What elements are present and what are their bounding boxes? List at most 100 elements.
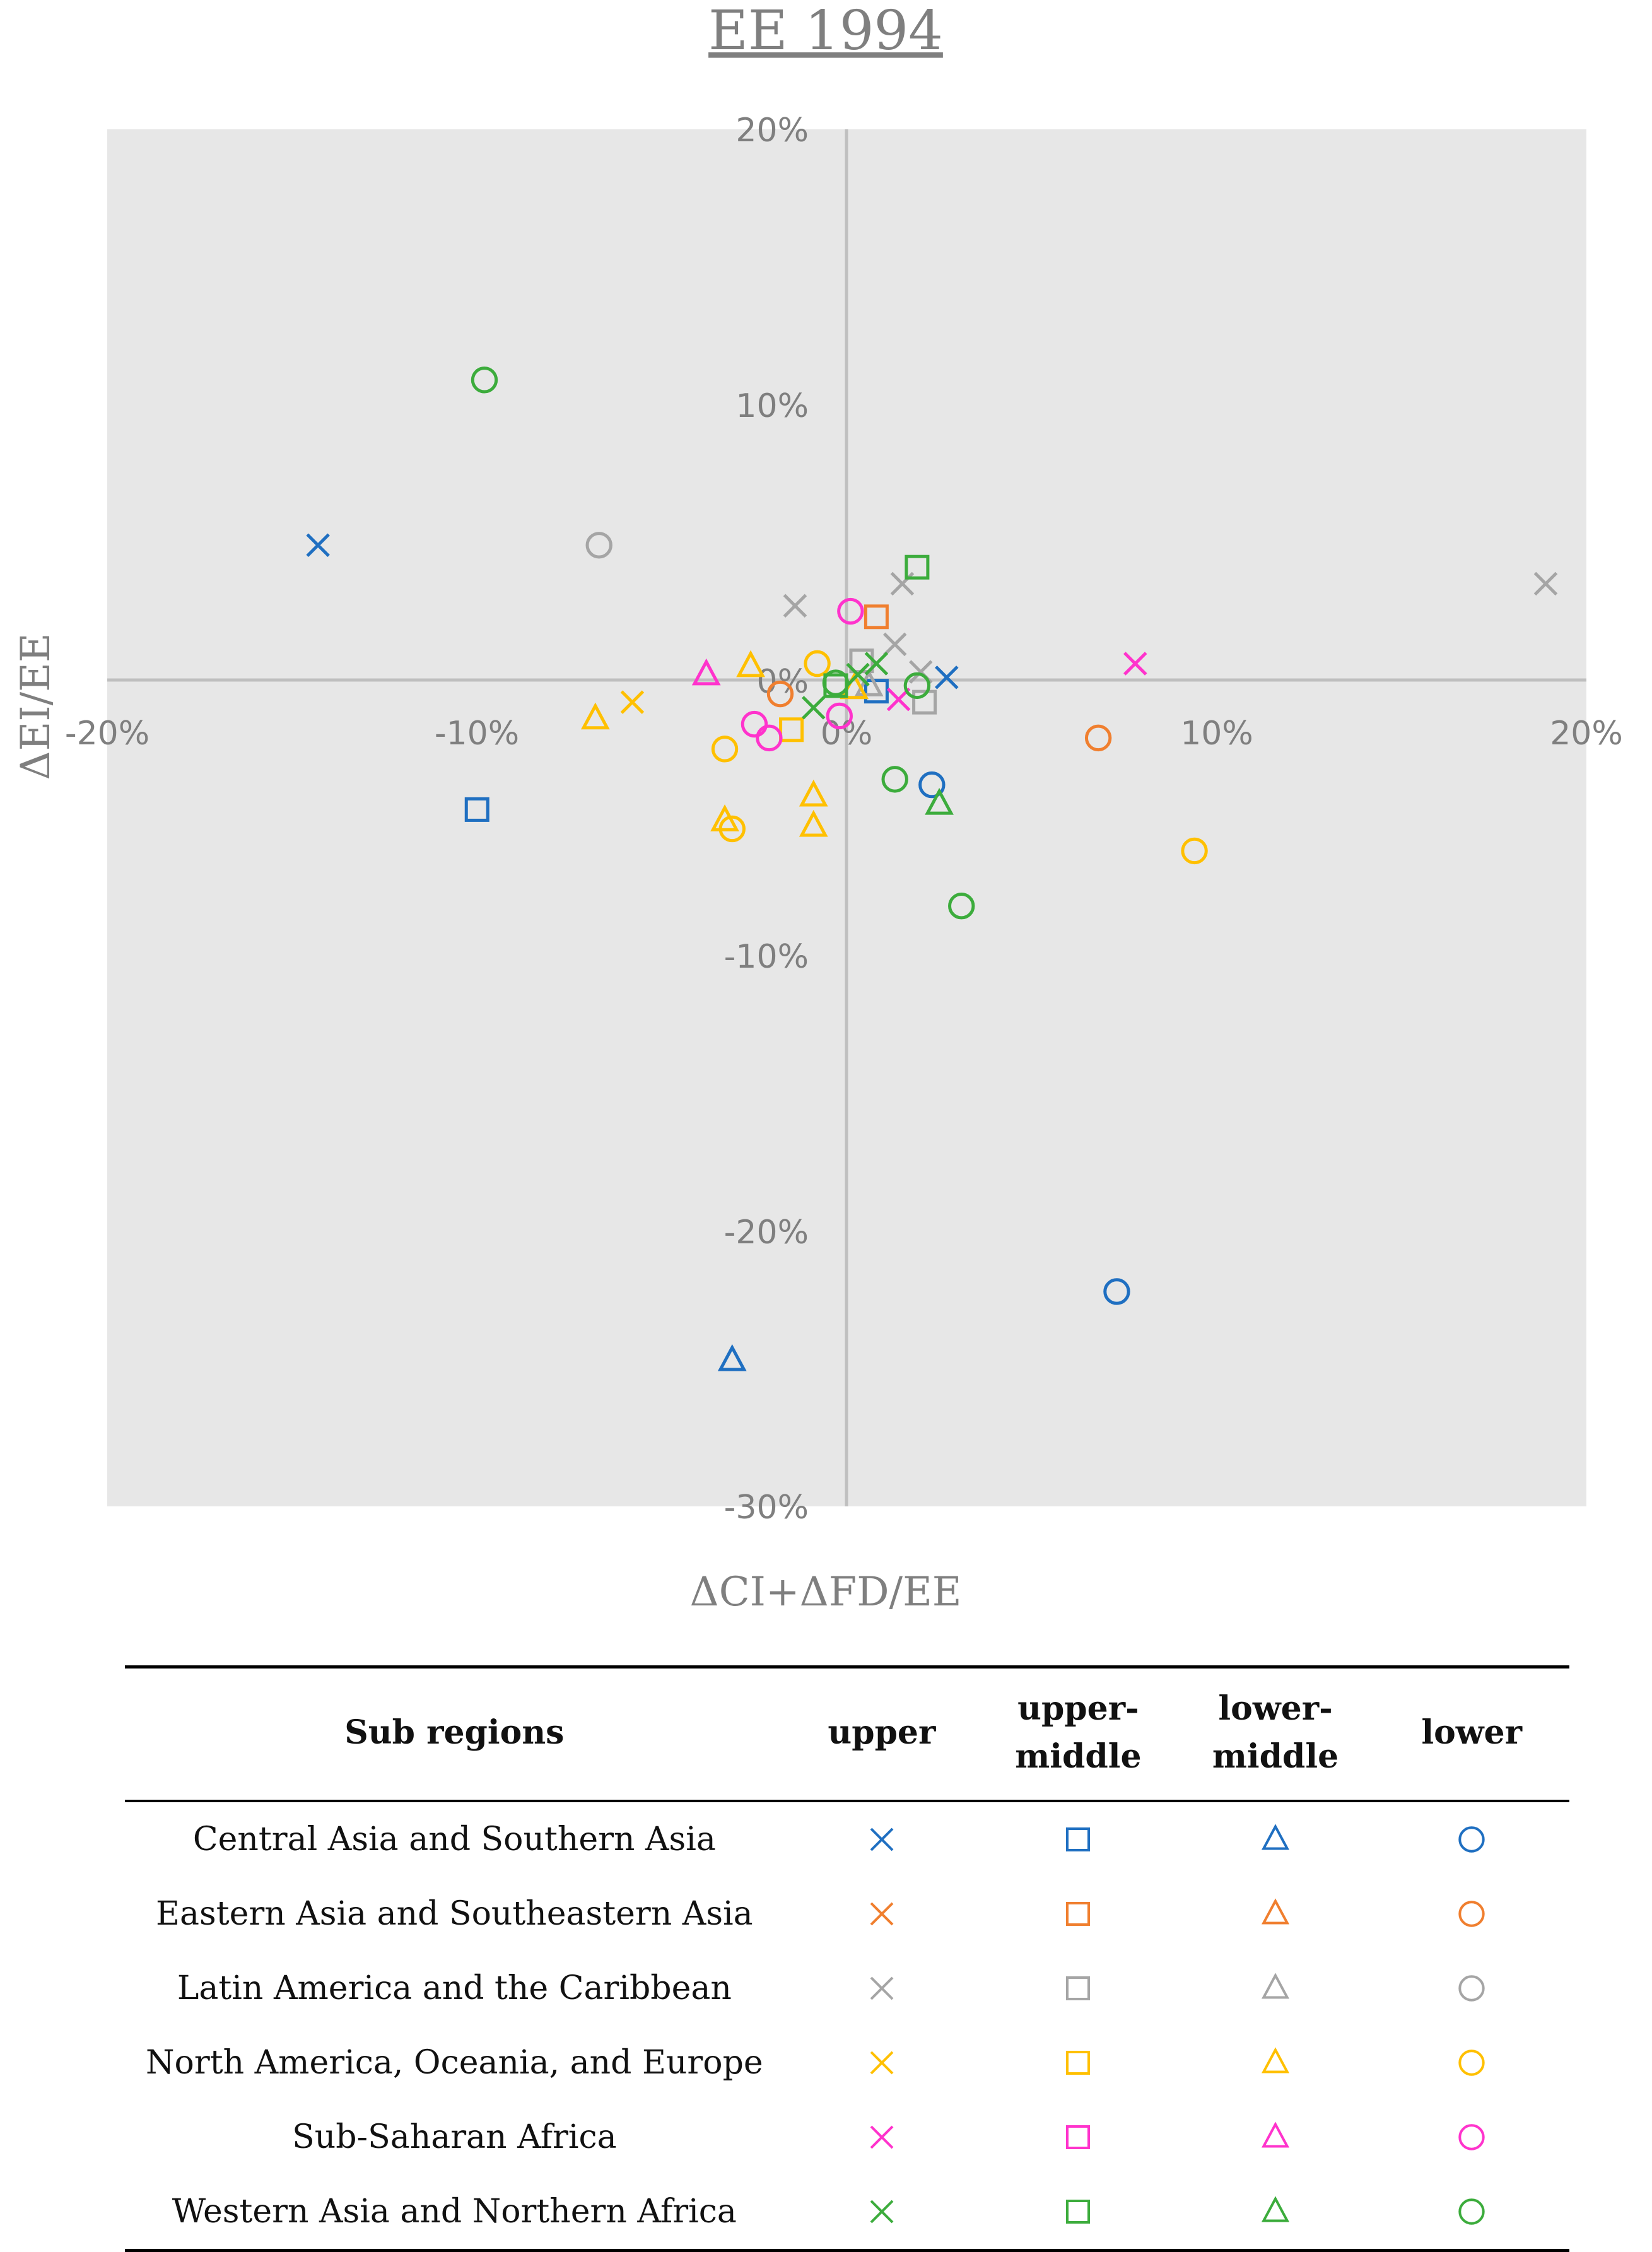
- data-point-lower-middle: [736, 650, 765, 677]
- legend-symbol-lower-middle: [1177, 1801, 1374, 1877]
- legend-symbol-lower-middle: [1177, 2174, 1374, 2251]
- upper-middle-marker-icon: [1066, 2200, 1091, 2224]
- lower-marker-icon: [1458, 2198, 1485, 2225]
- legend-region-label: Sub-Saharan Africa: [292, 2118, 617, 2156]
- data-point-upper-middle: [864, 604, 889, 630]
- data-point-lower-middle: [854, 669, 884, 696]
- data-point-lower: [903, 672, 931, 700]
- y-tick-label: -20%: [724, 1214, 809, 1252]
- lower-marker-icon: [1458, 2050, 1485, 2076]
- scatter-chart: EE 1994 -20% -10% 0% 10% 20% 20% 10% 0% …: [13, 0, 1623, 1616]
- data-point-lower: [1103, 1278, 1130, 1305]
- legend-symbol-upper: [784, 2100, 980, 2174]
- legend-row: Latin America and the Caribbean: [125, 1951, 1569, 2026]
- data-point-upper: [620, 690, 645, 714]
- data-point-lower: [837, 597, 864, 625]
- legend-symbol-upper-middle: [980, 1951, 1177, 2026]
- header-lower-middle: lower- middle: [1212, 1689, 1339, 1776]
- y-tick-label: -30%: [724, 1489, 809, 1527]
- legend-region-label: Western Asia and Northern Africa: [172, 2193, 737, 2231]
- data-point-lower: [1181, 837, 1208, 865]
- data-point-lower-middle: [799, 809, 828, 837]
- data-point-lower: [585, 532, 612, 559]
- lower-middle-marker-icon: [1262, 1973, 1290, 1999]
- legend-region-label: Eastern Asia and Southeastern Asia: [156, 1895, 753, 1933]
- data-point-upper: [882, 632, 907, 657]
- x-tick-label: 10%: [1180, 715, 1253, 753]
- data-point-lower: [948, 893, 975, 920]
- y-tick-label: 10%: [735, 387, 809, 425]
- data-point-upper-middle: [464, 797, 489, 822]
- data-point-lower: [471, 367, 498, 394]
- legend-symbol-upper-middle: [980, 1877, 1177, 1951]
- upper-marker-icon: [870, 1902, 894, 1926]
- data-point-upper: [846, 662, 870, 687]
- upper-middle-marker-icon: [1066, 1976, 1091, 2000]
- data-point-lower-middle: [717, 1344, 747, 1371]
- y-axis-title: ΔEI/EE: [13, 633, 59, 780]
- data-point-lower: [918, 771, 946, 799]
- upper-marker-icon: [870, 1827, 894, 1851]
- data-point-lower-middle: [925, 787, 954, 815]
- legend-symbol-lower: [1374, 2100, 1569, 2174]
- data-point-upper-middle: [912, 689, 937, 715]
- legend-row: North America, Oceania, and Europe: [125, 2026, 1569, 2100]
- data-point-lower: [822, 669, 850, 696]
- data-point-lower: [711, 736, 739, 763]
- legend-symbol-upper: [784, 1877, 980, 1951]
- legend-header-row: Sub regions upper upper- middle lower- m…: [125, 1667, 1569, 1801]
- legend-symbol-upper-middle: [980, 2174, 1177, 2251]
- x-axis-title: ΔCI+ΔFD/EE: [689, 1569, 961, 1616]
- legend-symbol-upper: [784, 1951, 980, 2026]
- data-point-lower: [826, 702, 853, 730]
- legend-symbol-lower-middle: [1177, 2026, 1374, 2100]
- data-points: [306, 367, 1558, 1371]
- legend-row: Sub-Saharan Africa: [125, 2100, 1569, 2174]
- data-point-lower: [718, 815, 746, 843]
- legend-region-label: Central Asia and Southern Asia: [192, 1821, 716, 1858]
- legend-symbol-upper: [784, 2026, 980, 2100]
- legend-symbol-lower: [1374, 2026, 1569, 2100]
- upper-marker-icon: [870, 2125, 894, 2149]
- x-tick-label: -10%: [435, 715, 519, 753]
- lower-marker-icon: [1458, 2124, 1485, 2150]
- legend-symbol-upper-middle: [980, 2100, 1177, 2174]
- data-point-lower: [756, 724, 783, 752]
- legend-symbol-lower-middle: [1177, 1951, 1374, 2026]
- chart-title: EE 1994: [708, 0, 943, 62]
- legend-symbol-lower-middle: [1177, 2100, 1374, 2174]
- data-point-upper-middle: [779, 717, 804, 742]
- data-point-upper: [1123, 652, 1147, 676]
- legend-symbol-lower: [1374, 2174, 1569, 2251]
- y-tick-label: -10%: [724, 938, 809, 976]
- upper-marker-icon: [870, 2200, 894, 2224]
- header-sub-regions: Sub regions: [344, 1713, 565, 1752]
- lower-middle-marker-icon: [1262, 1824, 1290, 1850]
- data-point-upper: [864, 652, 889, 676]
- data-point-lower-middle: [580, 702, 610, 730]
- x-tick-label: -20%: [65, 715, 149, 753]
- legend-row: Eastern Asia and Southeastern Asia: [125, 1877, 1569, 1951]
- upper-middle-marker-icon: [1066, 1827, 1091, 1851]
- lower-middle-marker-icon: [1262, 2196, 1290, 2222]
- legend-symbol-lower: [1374, 1801, 1569, 1877]
- y-tick-label: 20%: [735, 112, 809, 150]
- lower-middle-marker-icon: [1262, 1898, 1290, 1925]
- upper-marker-icon: [870, 2051, 894, 2075]
- data-point-upper-middle: [864, 679, 889, 704]
- legend-symbol-lower-middle: [1177, 1877, 1374, 1951]
- legend-symbol-upper: [784, 2174, 980, 2251]
- legend-symbol-upper: [784, 1801, 980, 1877]
- legend-body: Central Asia and Southern Asia Eastern As…: [125, 1801, 1569, 2251]
- legend-symbol-upper-middle: [980, 1801, 1177, 1877]
- data-point-upper: [306, 533, 330, 558]
- lower-middle-marker-icon: [1262, 2047, 1290, 2073]
- header-lower: lower: [1421, 1713, 1523, 1752]
- data-point-lower: [1084, 724, 1112, 752]
- legend-region-label: Latin America and the Caribbean: [177, 1969, 732, 2007]
- data-point-upper: [783, 594, 807, 618]
- data-point-lower: [881, 766, 908, 793]
- x-tick-label: 20%: [1550, 715, 1623, 753]
- lower-marker-icon: [1458, 1975, 1485, 2002]
- upper-marker-icon: [870, 1976, 894, 2000]
